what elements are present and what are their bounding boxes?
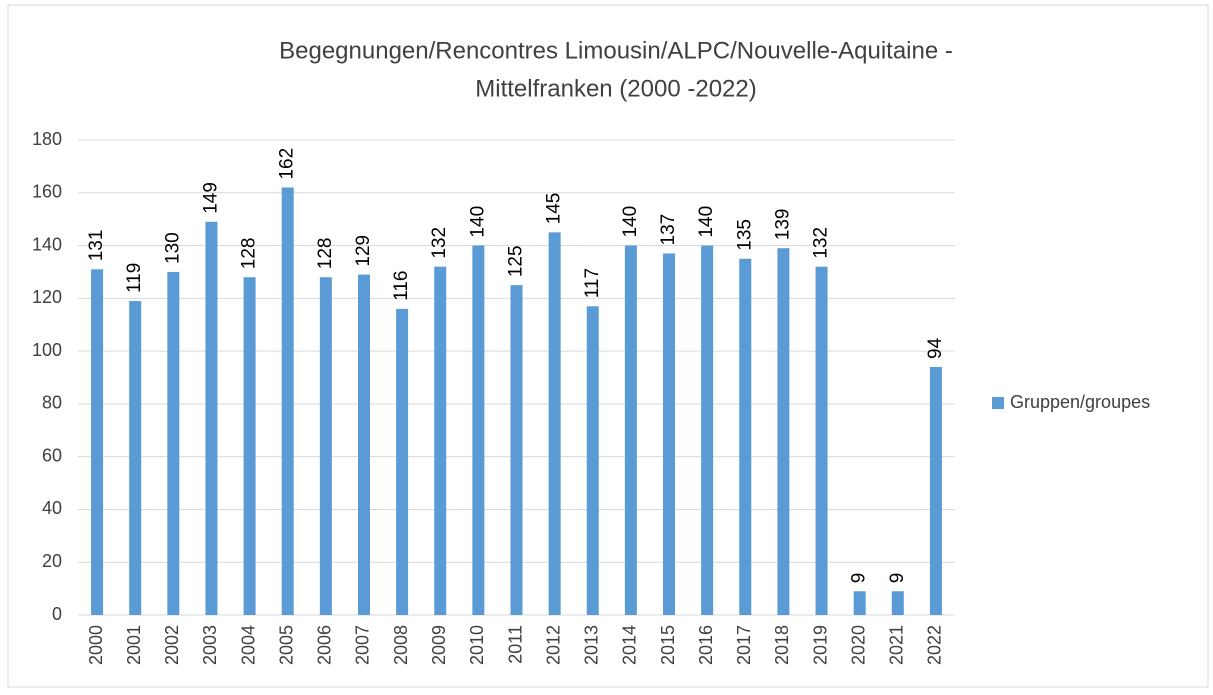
data-label: 140 — [620, 206, 641, 238]
x-tick-label: 2001 — [124, 625, 144, 665]
data-label: 130 — [162, 232, 183, 264]
data-label: 139 — [772, 208, 793, 240]
bar — [891, 591, 904, 615]
x-tick-label: 2000 — [86, 625, 106, 665]
data-label: 9 — [887, 573, 908, 584]
bar — [663, 253, 676, 615]
chart-title: Begegnungen/Rencontres Limousin/ALPC/Nou… — [279, 37, 953, 64]
x-tick-label: 2009 — [429, 625, 449, 665]
x-tick-label: 2010 — [467, 625, 487, 665]
y-tick-label: 20 — [42, 551, 62, 571]
data-label: 116 — [391, 271, 412, 301]
data-label: 94 — [925, 337, 946, 359]
data-label: 145 — [544, 193, 565, 225]
x-tick-label: 2014 — [620, 625, 640, 665]
data-label: 132 — [429, 227, 450, 259]
bar — [434, 266, 447, 615]
y-tick-label: 140 — [32, 234, 62, 254]
data-label: 131 — [86, 230, 107, 262]
y-tick-label: 60 — [42, 445, 62, 465]
x-tick-label: 2008 — [391, 625, 411, 665]
bar — [815, 266, 828, 615]
x-tick-label: 2019 — [810, 625, 830, 665]
data-label: 128 — [315, 238, 336, 270]
data-label: 125 — [506, 245, 527, 277]
x-tick-label: 2002 — [162, 625, 182, 665]
bar — [396, 308, 409, 615]
data-label: 129 — [353, 235, 374, 267]
data-label: 162 — [277, 148, 298, 180]
x-tick-label: 2012 — [543, 625, 563, 665]
data-label: 135 — [734, 219, 755, 251]
bar — [319, 277, 332, 615]
x-tick-label: 2013 — [582, 625, 602, 665]
y-tick-label: 160 — [32, 182, 62, 202]
chart-border — [7, 4, 1209, 688]
legend-label: Gruppen/groupes — [1010, 392, 1150, 412]
data-label: 140 — [467, 206, 488, 238]
data-label: 140 — [696, 206, 717, 238]
y-tick-label: 120 — [32, 287, 62, 307]
x-tick-label: 2018 — [772, 625, 792, 665]
x-tick-label: 2016 — [696, 625, 716, 665]
data-label: 149 — [200, 182, 221, 214]
bar — [243, 277, 256, 615]
data-label: 128 — [239, 238, 260, 270]
bar — [205, 221, 218, 616]
x-tick-label: 2003 — [200, 625, 220, 665]
x-tick-label: 2022 — [925, 625, 945, 665]
data-label: 119 — [124, 263, 145, 293]
x-tick-label: 2017 — [734, 625, 754, 665]
bar — [586, 306, 599, 615]
bar — [472, 245, 485, 616]
x-tick-label: 2006 — [315, 625, 335, 665]
bar — [548, 232, 561, 615]
x-tick-label: 2015 — [658, 625, 678, 665]
y-tick-label: 40 — [42, 498, 62, 518]
data-label: 9 — [849, 573, 870, 584]
bar — [624, 245, 637, 616]
bar — [853, 591, 866, 615]
bar — [357, 274, 370, 615]
data-label: 137 — [658, 214, 679, 246]
x-tick-label: 2011 — [505, 625, 525, 664]
bar — [929, 366, 942, 615]
data-label: 132 — [811, 227, 832, 259]
bar — [510, 285, 523, 615]
bar — [701, 245, 714, 616]
bar — [167, 271, 180, 615]
x-tick-label: 2005 — [276, 625, 296, 665]
x-tick-label: 2004 — [238, 625, 258, 665]
bar — [91, 269, 104, 615]
data-label: 117 — [582, 268, 603, 298]
y-tick-label: 180 — [32, 129, 62, 149]
bar — [129, 300, 142, 615]
x-tick-label: 2021 — [887, 625, 907, 665]
bar — [739, 258, 752, 615]
bar — [777, 248, 790, 615]
bar — [281, 187, 294, 615]
chart-title: Mittelfranken (2000 -2022) — [475, 75, 756, 102]
y-tick-label: 80 — [42, 393, 62, 413]
y-tick-label: 100 — [32, 340, 62, 360]
y-tick-label: 0 — [52, 604, 62, 624]
legend-swatch — [992, 397, 1004, 409]
x-tick-label: 2007 — [353, 625, 373, 665]
x-tick-label: 2020 — [848, 625, 868, 665]
